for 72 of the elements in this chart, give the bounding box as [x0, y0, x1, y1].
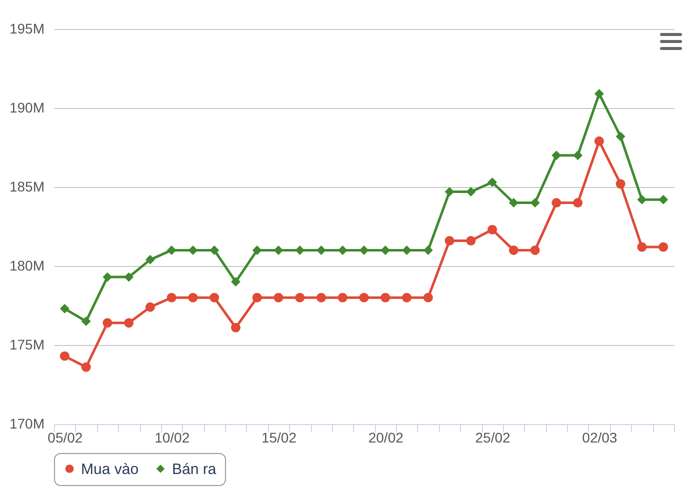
point [210, 245, 220, 255]
point [102, 318, 112, 328]
x-tick-label: 05/02 [48, 430, 83, 446]
point [124, 318, 134, 328]
y-tick-label: 190M [9, 100, 44, 116]
point [616, 132, 626, 142]
point [124, 272, 134, 282]
point [423, 245, 433, 255]
point [338, 292, 348, 302]
point [380, 292, 390, 302]
point [466, 236, 476, 246]
point [508, 198, 518, 208]
point [444, 236, 454, 246]
point [573, 198, 583, 208]
point [60, 304, 70, 314]
y-tick-label: 180M [9, 258, 44, 274]
point [402, 292, 412, 302]
point [444, 186, 454, 196]
point [252, 245, 262, 255]
y-tick-label: 185M [9, 178, 44, 194]
point [274, 245, 284, 255]
point [81, 316, 91, 326]
point [295, 292, 305, 302]
point [188, 245, 198, 255]
point [166, 245, 176, 255]
point [81, 362, 91, 372]
point [616, 179, 626, 189]
point [552, 198, 562, 208]
y-tick-label: 175M [9, 336, 44, 352]
point [60, 351, 70, 361]
point [530, 245, 540, 255]
point [145, 302, 155, 312]
x-tick-label: 25/02 [475, 430, 510, 446]
point [637, 242, 647, 252]
point [359, 245, 369, 255]
point [252, 292, 262, 302]
x-tick-label: 02/03 [582, 430, 618, 446]
point [295, 245, 305, 255]
point [488, 224, 498, 234]
point [316, 292, 326, 302]
point [402, 245, 412, 255]
point [573, 150, 583, 160]
point [359, 292, 369, 302]
point [423, 292, 433, 302]
point [488, 178, 498, 188]
point [508, 245, 518, 255]
point [658, 242, 668, 252]
point [594, 136, 604, 146]
point [102, 272, 112, 282]
x-tick-label: 10/02 [154, 430, 190, 446]
x-tick-label: 20/02 [368, 430, 404, 446]
point [230, 322, 240, 332]
point [466, 186, 476, 196]
point [230, 277, 240, 287]
point [188, 292, 198, 302]
point [316, 245, 326, 255]
point [274, 292, 284, 302]
point [637, 194, 647, 204]
point [380, 245, 390, 255]
point [530, 198, 540, 208]
point [552, 150, 562, 160]
point [658, 194, 668, 204]
point [210, 292, 220, 302]
point [338, 245, 348, 255]
x-tick-label: 15/02 [261, 430, 297, 446]
legend-label: Mua vào [81, 460, 139, 478]
point [594, 89, 604, 99]
y-tick-label: 195M [9, 20, 44, 36]
point [145, 254, 155, 264]
point [166, 292, 176, 302]
y-tick-label: 170M [9, 416, 44, 432]
legend-label: Bán ra [172, 460, 217, 478]
